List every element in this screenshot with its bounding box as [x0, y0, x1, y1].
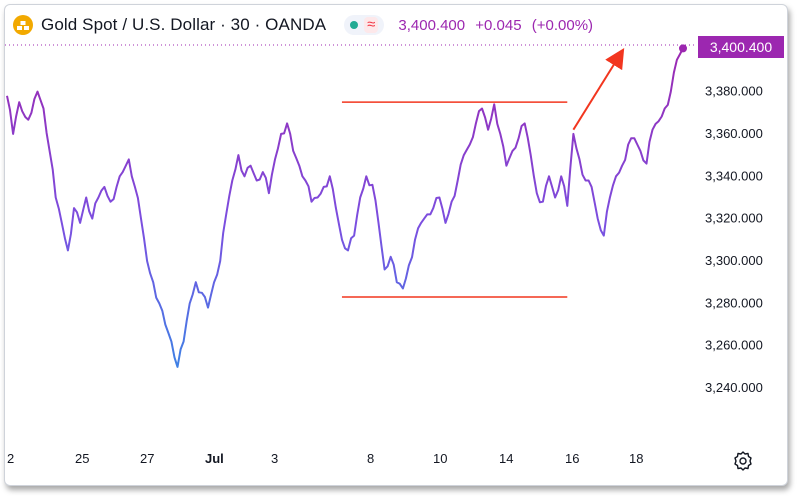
x-tick-label: 8	[367, 451, 374, 466]
x-tick-label: 18	[629, 451, 643, 466]
x-tick-label: 27	[140, 451, 154, 466]
price-quote: 3,400.400 +0.045 (+0.00%)	[398, 17, 599, 34]
x-tick-label: 3	[271, 451, 278, 466]
y-tick-label: 3,240.000	[705, 380, 763, 395]
y-tick-label: 3,280.000	[705, 295, 763, 310]
current-price-tag: 3,400.400	[698, 36, 784, 58]
gear-icon[interactable]	[732, 450, 754, 472]
x-tick-label: 14	[499, 451, 513, 466]
symbol-title[interactable]: Gold Spot / U.S. Dollar · 30 · OANDA	[41, 15, 327, 34]
market-open-dot-icon	[350, 21, 359, 29]
x-axis: 2 25 27 Jul 3 8 10 14 16 18	[7, 451, 643, 466]
last-price: 3,400.400	[398, 16, 466, 34]
price-chart[interactable]: 3,240.000 3,260.000 3,280.000 3,300.000 3,32…	[5, 5, 787, 485]
gold-bars-icon	[13, 15, 33, 35]
chart-window: 3,240.000 3,260.000 3,280.000 3,300.000 3,32…	[4, 4, 788, 486]
drawing-annotations[interactable]	[341, 47, 625, 298]
y-tick-label: 3,320.000	[705, 211, 763, 226]
x-tick-label: Jul	[205, 451, 224, 466]
y-tick-label: 3,260.000	[705, 338, 763, 353]
price-change: +0.045	[475, 16, 522, 34]
y-tick-label: 3,340.000	[705, 168, 763, 183]
y-tick-label: 3,300.000	[705, 253, 763, 268]
x-tick-label: 25	[75, 451, 89, 466]
y-tick-label: 3,360.000	[705, 126, 763, 141]
price-change-percent: (+0.00%)	[531, 16, 594, 34]
x-tick-label: 10	[433, 451, 447, 466]
market-status-pill[interactable]: ≈	[344, 15, 385, 35]
trend-arrow[interactable]	[572, 47, 625, 131]
gold-price-series-line[interactable]	[6, 47, 684, 368]
approx-symbol: ≈	[364, 17, 379, 33]
x-tick-label: 16	[565, 451, 579, 466]
last-price-dot	[679, 44, 687, 53]
y-axis: 3,240.000 3,260.000 3,280.000 3,300.000 3,32…	[705, 84, 763, 395]
chart-header: Gold Spot / U.S. Dollar · 30 · OANDA ≈ 3…	[13, 13, 599, 37]
x-tick-label: 2	[7, 451, 14, 466]
y-tick-label: 3,380.000	[705, 84, 763, 99]
